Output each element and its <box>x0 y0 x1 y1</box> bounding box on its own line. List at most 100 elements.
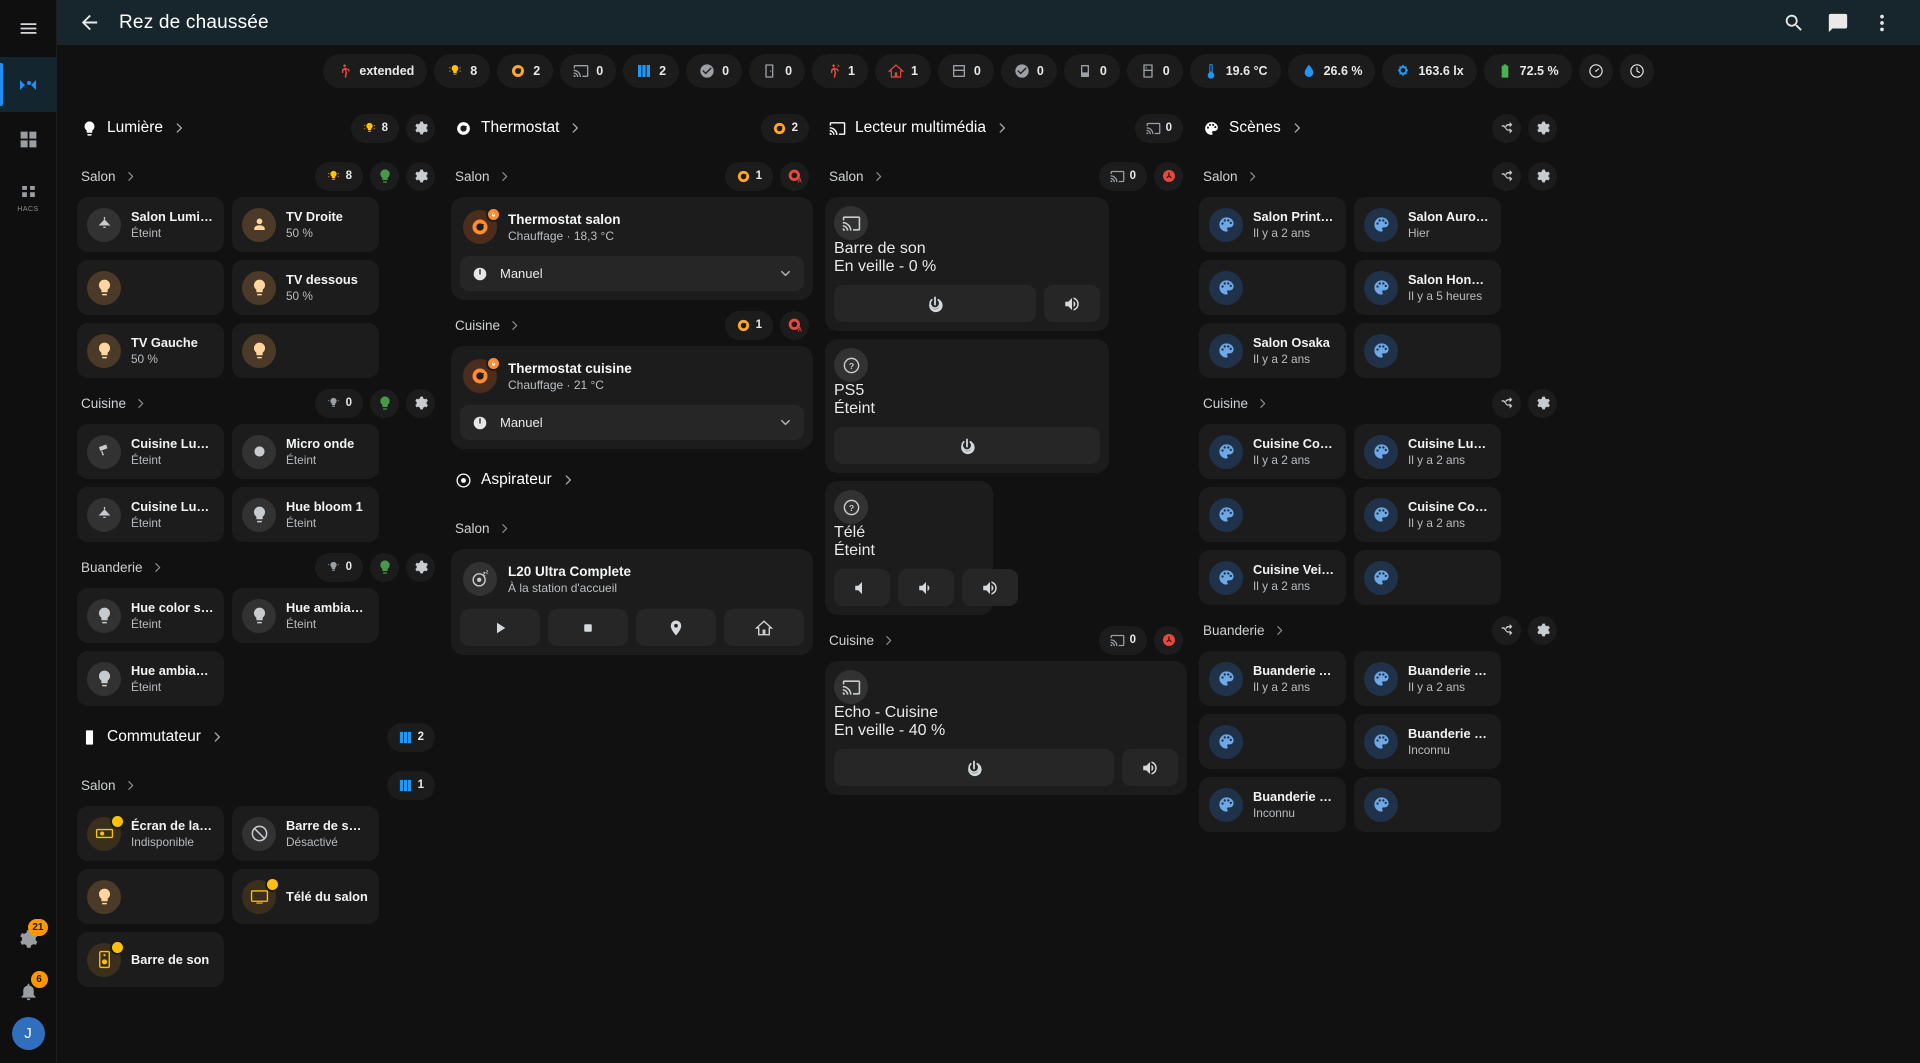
chevron-right-icon[interactable] <box>151 561 164 574</box>
settings-button[interactable] <box>406 113 435 143</box>
volume-up-icon-button[interactable] <box>962 569 1018 606</box>
chevron-right-icon[interactable] <box>568 121 582 135</box>
entity-tile[interactable]: Salon Aurore … Hier <box>1354 197 1501 252</box>
assist-chat-icon[interactable] <box>1816 1 1860 45</box>
area-scenes-buanderie-header[interactable]: Buanderie <box>1199 609 1561 651</box>
entity-tile[interactable]: Hue bloom 1 Éteint <box>232 487 379 542</box>
section-commutateur-header[interactable]: Commutateur 2 <box>77 714 439 760</box>
shuffle-button[interactable] <box>1492 388 1521 418</box>
chevron-right-icon[interactable] <box>1246 170 1259 183</box>
sidebar-item-hacs[interactable]: HACS <box>0 167 57 222</box>
settings-button[interactable] <box>1528 388 1557 418</box>
section-scenes-header[interactable]: Scènes <box>1199 105 1561 151</box>
alert-button[interactable]: A <box>780 161 809 191</box>
count-badge[interactable]: 1 <box>724 161 773 191</box>
chip-gauge[interactable] <box>1578 54 1613 88</box>
sidebar-notifications[interactable]: 6 <box>0 965 57 1017</box>
entity-tile[interactable]: Cuisine Lumière… Éteint <box>77 487 224 542</box>
entity-tile[interactable]: TV Droite 50 % <box>232 197 379 252</box>
entity-tile[interactable]: Cuisine Couc… Il y a 2 ans <box>1199 424 1346 479</box>
volume-high-icon-button[interactable] <box>1122 749 1178 786</box>
locate-icon-button[interactable] <box>636 609 716 646</box>
search-icon[interactable] <box>1772 1 1816 45</box>
climate-card[interactable]: Thermostat salon Chauffage · 18,3 °C Manue… <box>451 197 813 300</box>
chip-home[interactable]: 1 <box>874 54 931 88</box>
settings-button[interactable] <box>1528 113 1557 143</box>
sidebar-settings[interactable]: 21 <box>0 913 57 965</box>
chevron-right-icon[interactable] <box>995 121 1009 135</box>
entity-tile[interactable]: Écran de la télé Indisponible <box>77 806 224 861</box>
chip-fridge[interactable]: 0 <box>1126 54 1183 88</box>
area-commutateur-salon-header[interactable]: Salon 1 <box>77 764 439 806</box>
chevron-right-icon[interactable] <box>561 473 575 487</box>
settings-button[interactable] <box>1528 615 1557 645</box>
entity-tile[interactable]: TV dessous 50 % <box>232 260 379 315</box>
count-badge[interactable]: 0 <box>1098 625 1147 655</box>
stop-icon-button[interactable] <box>548 609 628 646</box>
settings-button[interactable] <box>406 552 435 582</box>
sidebar-item-dashboard[interactable] <box>0 112 57 167</box>
count-badge[interactable]: 1 <box>724 310 773 340</box>
chevron-right-icon[interactable] <box>872 170 885 183</box>
area-scenes-cuisine-header[interactable]: Cuisine <box>1199 382 1561 424</box>
alert-button[interactable]: A <box>780 310 809 340</box>
area-lumiere-salon-header[interactable]: Salon 8 <box>77 155 439 197</box>
chevron-right-icon[interactable] <box>508 319 521 332</box>
entity-tile[interactable] <box>1354 323 1501 378</box>
entity-tile[interactable]: Barre de son … Désactivé <box>232 806 379 861</box>
entity-tile[interactable]: Micro onde Éteint <box>232 424 379 479</box>
entity-tile[interactable]: Salon Printe… Il y a 2 ans <box>1199 197 1346 252</box>
chevron-right-icon[interactable] <box>172 121 186 135</box>
shuffle-button[interactable] <box>1492 161 1521 191</box>
count-badge[interactable]: 0 <box>1134 113 1183 143</box>
chevron-right-icon[interactable] <box>1273 624 1286 637</box>
area-media-cuisine-header[interactable]: Cuisine 0 <box>825 619 1187 661</box>
section-thermostat-header[interactable]: Thermostat 2 <box>451 105 813 151</box>
power-icon-button[interactable] <box>834 427 1100 464</box>
entity-tile[interactable] <box>1354 777 1501 832</box>
power-icon-button[interactable] <box>834 749 1114 786</box>
power-icon-button[interactable] <box>834 285 1036 322</box>
chevron-right-icon[interactable] <box>882 634 895 647</box>
area-thermostat-cuisine-header[interactable]: Cuisine 1 A <box>451 304 813 346</box>
volume-high-icon-button[interactable] <box>1044 285 1100 322</box>
chevron-right-icon[interactable] <box>124 170 137 183</box>
entity-tile[interactable]: Salon Lumièr… Éteint <box>77 197 224 252</box>
entity-tile[interactable]: TV Gauche 50 % <box>77 323 224 378</box>
chip-presence[interactable]: extended <box>323 54 428 88</box>
chip-humidity[interactable]: 26.6 % <box>1287 54 1376 88</box>
entity-tile[interactable]: Buanderie Nuit Inconnu <box>1354 714 1501 769</box>
chevron-right-icon[interactable] <box>1290 121 1304 135</box>
preset-select[interactable]: Manuel <box>460 405 804 440</box>
count-badge[interactable]: 0 <box>314 552 363 582</box>
count-badge[interactable]: 8 <box>314 161 363 191</box>
shuffle-button[interactable] <box>1492 113 1521 143</box>
shuffle-button[interactable] <box>1492 615 1521 645</box>
entity-tile[interactable] <box>1354 550 1501 605</box>
lights-toggle-button[interactable] <box>370 552 399 582</box>
entity-tile[interactable]: Buanderie Att… Il y a 2 ans <box>1199 651 1346 706</box>
entity-tile[interactable]: Télé du salon <box>232 869 379 924</box>
back-arrow-icon[interactable] <box>67 1 111 45</box>
count-badge[interactable]: 2 <box>760 113 809 143</box>
area-lumiere-cuisine-header[interactable]: Cuisine 0 <box>77 382 439 424</box>
entity-tile[interactable]: Cuisine Conc… Il y a 2 ans <box>1354 487 1501 542</box>
media-card[interactable]: Echo - Cuisine En veille - 40 % <box>825 661 1187 795</box>
chip-clock[interactable] <box>1619 54 1654 88</box>
settings-button[interactable] <box>406 161 435 191</box>
chevron-right-icon[interactable] <box>498 522 511 535</box>
chevron-right-icon[interactable] <box>498 170 511 183</box>
media-card[interactable]: Barre de son En veille - 0 % <box>825 197 1109 331</box>
lights-toggle-button[interactable] <box>370 161 399 191</box>
entity-tile[interactable]: Barre de son <box>77 932 224 987</box>
area-lumiere-buanderie-header[interactable]: Buanderie 0 <box>77 546 439 588</box>
chip-device[interactable]: 0 <box>1063 54 1120 88</box>
chevron-right-icon[interactable] <box>124 779 137 792</box>
climate-card[interactable]: Thermostat cuisine Chauffage · 21 °C Manue… <box>451 346 813 449</box>
chip-check[interactable]: 0 <box>686 54 743 88</box>
area-media-salon-header[interactable]: Salon 0 <box>825 155 1187 197</box>
entity-tile[interactable] <box>77 869 224 924</box>
alert-button[interactable] <box>1154 161 1183 191</box>
avatar[interactable]: J <box>11 1017 45 1050</box>
section-lecteur-multimedia-header[interactable]: Lecteur multimédia 0 <box>825 105 1187 151</box>
